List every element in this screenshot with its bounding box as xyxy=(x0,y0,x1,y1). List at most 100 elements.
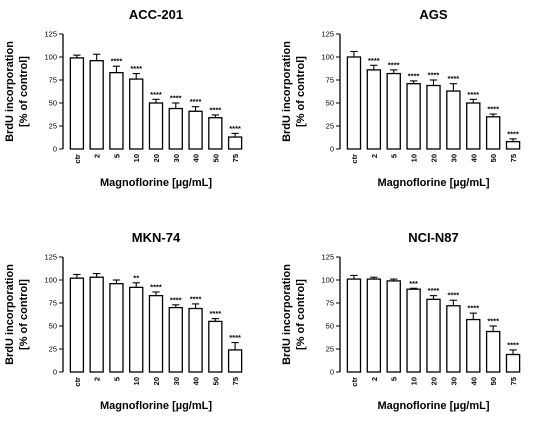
bar-2 xyxy=(89,60,104,150)
y-tick-label: 125 xyxy=(321,30,334,39)
significance-label: **** xyxy=(170,94,182,103)
y-tick-label: 0 xyxy=(330,368,334,377)
y-tick-label: 25 xyxy=(49,122,57,131)
significance-label: **** xyxy=(111,57,123,66)
bar-40 xyxy=(188,307,203,373)
bar-10 xyxy=(406,83,421,150)
y-tick-label: 125 xyxy=(321,253,334,262)
y-tick-label: 0 xyxy=(53,368,57,377)
y-axis-label-line2: [% of control] xyxy=(18,279,30,350)
x-axis-label: Magnoflorine [µg/mL] xyxy=(377,400,489,412)
significance-label: **** xyxy=(229,124,241,133)
x-tick-label: ctr xyxy=(73,377,82,387)
significance-label: **** xyxy=(428,286,440,295)
bar-ctr xyxy=(346,56,362,150)
bar-40 xyxy=(466,102,481,150)
significance-label: **** xyxy=(190,97,202,106)
y-tick-label: 100 xyxy=(44,276,57,285)
bar-ctr xyxy=(346,278,362,373)
chart-panel-2: MKN-74 0 25 50 75 100 125 BrdU incorporation [% … xyxy=(4,230,243,412)
y-axis-label-line1: BrdU incorporation xyxy=(281,264,293,365)
significance-label: **** xyxy=(448,74,460,83)
x-tick-label: 10 xyxy=(410,154,419,162)
bar-2 xyxy=(366,278,382,373)
bar-ctr xyxy=(69,57,85,150)
bar-75 xyxy=(505,140,521,150)
bar-75 xyxy=(505,353,521,373)
bar-30 xyxy=(446,305,461,373)
significance-label: **** xyxy=(150,282,162,291)
significance-label: **** xyxy=(467,90,479,99)
y-axis-label-line2: [% of control] xyxy=(295,56,307,127)
x-tick-label: 20 xyxy=(430,377,439,385)
bar-20 xyxy=(426,84,441,150)
bar-2 xyxy=(366,69,382,150)
y-tick-label: 25 xyxy=(49,345,57,354)
significance-label: *** xyxy=(409,279,418,288)
x-tick-label: 5 xyxy=(390,377,399,381)
y-tick-label: 100 xyxy=(321,53,334,62)
x-tick-label: ctr xyxy=(73,154,82,164)
bar-40 xyxy=(188,110,203,150)
x-axis-label: Magnoflorine [µg/mL] xyxy=(100,177,212,189)
x-tick-label: 10 xyxy=(132,154,141,162)
bar-30 xyxy=(168,107,183,150)
bar-5 xyxy=(386,280,401,373)
y-tick-label: 75 xyxy=(49,299,57,308)
y-tick-label: 25 xyxy=(326,122,334,131)
y-tick-label: 0 xyxy=(330,145,334,154)
bar-75 xyxy=(227,349,243,373)
y-tick-label: 0 xyxy=(53,145,57,154)
y-tick-label: 75 xyxy=(326,299,334,308)
bar-20 xyxy=(148,102,164,150)
bar-40 xyxy=(466,318,481,373)
y-tick-label: 50 xyxy=(326,99,334,108)
x-tick-label: 40 xyxy=(469,377,478,385)
y-tick-label: 125 xyxy=(44,253,57,262)
x-tick-label: 30 xyxy=(172,377,181,385)
x-tick-label: 5 xyxy=(112,377,121,381)
significance-label: **** xyxy=(487,105,499,114)
significance-label: **** xyxy=(507,340,519,349)
x-tick-label: 40 xyxy=(469,154,478,162)
x-tick-label: 10 xyxy=(132,377,141,385)
x-tick-label: 75 xyxy=(231,154,240,162)
significance-label: **** xyxy=(229,333,241,342)
bar-2 xyxy=(89,276,104,373)
significance-label: **** xyxy=(190,294,202,303)
x-tick-label: 30 xyxy=(172,154,181,162)
y-tick-label: 50 xyxy=(326,322,334,331)
x-tick-label: 2 xyxy=(370,377,379,381)
significance-label: **** xyxy=(130,64,142,73)
x-tick-label: 50 xyxy=(211,377,220,385)
bar-10 xyxy=(129,286,144,373)
significance-label: **** xyxy=(467,304,479,313)
x-tick-label: 20 xyxy=(430,154,439,162)
x-tick-label: 75 xyxy=(509,377,518,385)
x-axis-label: Magnoflorine [µg/mL] xyxy=(100,400,212,412)
x-tick-label: 30 xyxy=(449,154,458,162)
significance-label: **** xyxy=(428,71,440,80)
y-tick-label: 75 xyxy=(49,76,57,85)
x-tick-label: 5 xyxy=(112,154,121,158)
significance-label: **** xyxy=(408,71,420,80)
x-tick-label: 30 xyxy=(449,377,458,385)
significance-label: **** xyxy=(150,90,162,99)
bar-10 xyxy=(406,288,421,373)
bar-30 xyxy=(168,306,183,373)
y-axis-label-line2: [% of control] xyxy=(18,56,30,127)
x-tick-label: 50 xyxy=(211,154,220,162)
chart-title: MKN-74 xyxy=(132,230,181,245)
bar-ctr xyxy=(69,277,85,373)
chart-title: AGS xyxy=(419,7,448,22)
y-axis-label-line2: [% of control] xyxy=(295,279,307,350)
x-tick-label: ctr xyxy=(350,154,359,164)
bar-75 xyxy=(227,136,243,150)
x-tick-label: 75 xyxy=(509,154,518,162)
y-axis-label-line1: BrdU incorporation xyxy=(4,264,16,365)
significance-label: ** xyxy=(133,273,139,282)
x-tick-label: 20 xyxy=(152,154,161,162)
bar-50 xyxy=(208,117,223,150)
